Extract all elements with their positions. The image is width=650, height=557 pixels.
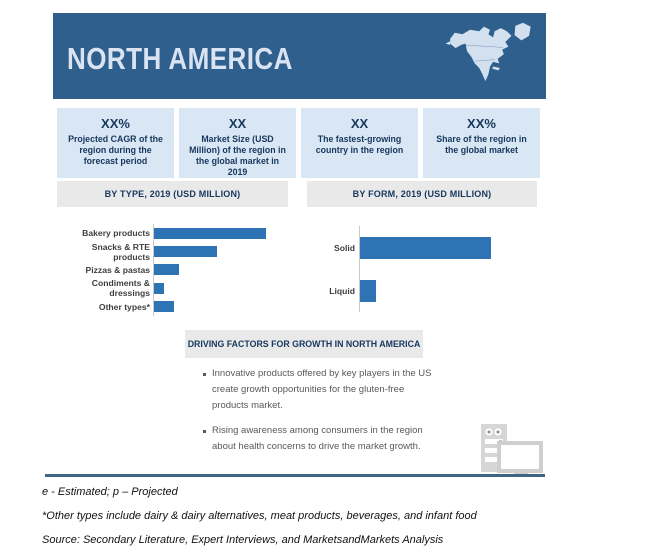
bar-row: Snacks & RTE products [55, 241, 266, 262]
region-banner: NORTH AMERICA [53, 13, 546, 99]
bar-row: Other types* [55, 297, 266, 316]
stat-label: Projected CAGR of the region during the … [68, 134, 163, 166]
footnote-estimated-projected: e - Estimated; p – Projected [42, 486, 178, 498]
bar-row: Pizzas & pastas [55, 260, 266, 280]
bar-track [359, 269, 491, 312]
region-title: NORTH AMERICA [67, 41, 293, 76]
bar [360, 279, 376, 302]
footnote-other-types: *Other types include dairy & dairy alter… [42, 510, 477, 522]
bar [154, 282, 165, 294]
by-type-section-header: BY TYPE, 2019 (USD MILLION) [57, 181, 288, 207]
stat-value: XX [350, 116, 369, 131]
bar-row: Solid [305, 226, 491, 269]
bar-category-label: Condiments & dressings [91, 278, 150, 299]
driving-factors-header: DRIVING FACTORS FOR GROWTH IN NORTH AMER… [185, 330, 423, 358]
bar-track [153, 260, 266, 280]
driving-factor-text: Innovative products offered by key playe… [212, 368, 432, 411]
by-type-bar-chart: Bakery products Snacks & RTE products Pizz… [55, 224, 266, 316]
stat-label: Share of the region in the global market [436, 134, 527, 155]
north-america-map-icon [445, 22, 531, 82]
stat-value: XX% [101, 116, 130, 131]
bar [154, 264, 179, 276]
bar-track [153, 224, 266, 243]
bar-category-label: Liquid [329, 285, 355, 296]
bar-row: Bakery products [55, 224, 266, 243]
footnote-source: Source: Secondary Literature, Expert Int… [42, 534, 444, 546]
bar-category-label: Snacks & RTE products [91, 241, 150, 262]
bar-category-label: Solid [333, 242, 355, 253]
stat-box-cagr: XX% Projected CAGR of the region during … [57, 108, 174, 178]
divider-line [45, 474, 545, 477]
stat-value: XX [228, 116, 247, 131]
bar [154, 246, 217, 258]
bar-track [153, 297, 266, 316]
driving-factor-item: Innovative products offered by key playe… [203, 366, 435, 414]
bar-row: Liquid [305, 269, 491, 312]
driving-factor-item: Rising awareness among consumers in the … [203, 423, 435, 455]
bullet-marker [203, 373, 206, 376]
bar-row: Condiments & dressings [55, 278, 266, 299]
driving-factor-text: Rising awareness among consumers in the … [212, 425, 423, 452]
driving-factors-list: Innovative products offered by key playe… [203, 366, 435, 464]
computer-report-icon [481, 424, 543, 474]
bar [154, 301, 175, 313]
bar-track [359, 226, 491, 269]
by-form-bar-chart: Solid Liquid [305, 226, 491, 312]
bar [154, 227, 266, 239]
stat-box-fastest-country: XX The fastest-growing country in the re… [301, 108, 418, 178]
by-form-section-header: BY FORM, 2019 (USD MILLION) [307, 181, 537, 207]
stat-box-share: XX% Share of the region in the global ma… [423, 108, 540, 178]
bar-category-label: Bakery products [82, 228, 150, 239]
bar-category-label: Pizzas & pastas [85, 264, 150, 275]
bar [360, 236, 491, 259]
stat-label: Market Size (USD Million) of the region … [189, 134, 286, 177]
stat-label: The fastest-growing country in the regio… [315, 134, 404, 155]
bullet-marker [203, 430, 206, 433]
stat-value: XX% [467, 116, 496, 131]
bar-track [153, 242, 266, 261]
bar-track [153, 279, 266, 298]
bar-category-label: Other types* [98, 301, 150, 312]
stat-box-row: XX% Projected CAGR of the region during … [57, 108, 540, 178]
stat-box-market-size: XX Market Size (USD Million) of the regi… [179, 108, 296, 178]
